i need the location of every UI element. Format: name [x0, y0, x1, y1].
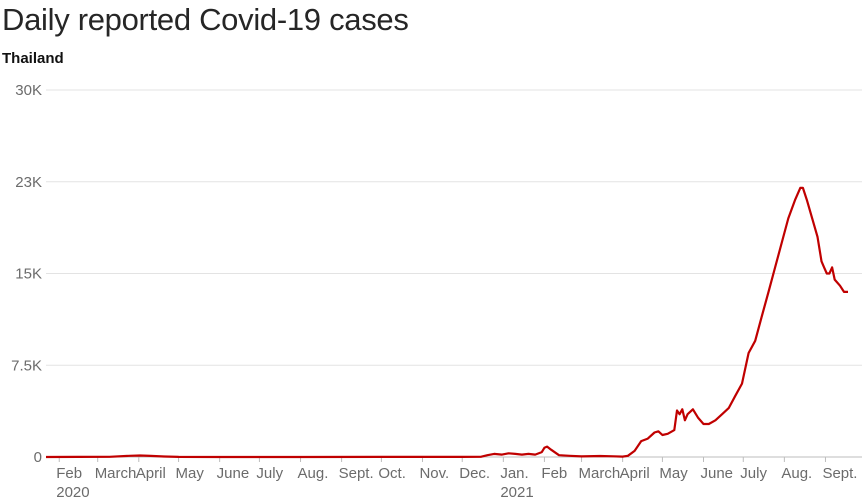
y-tick-label: 0 [34, 449, 42, 466]
x-tick-label: Feb [541, 465, 567, 482]
x-tick-label: Feb [56, 465, 82, 482]
x-tick-label: April [136, 465, 166, 482]
x-tick-label: May [659, 465, 688, 482]
x-tick-label: July [256, 465, 283, 482]
y-tick-label: 23K [15, 174, 42, 191]
gridlines [46, 89, 862, 462]
x-tick-label: Nov. [419, 465, 449, 482]
x-tick-label: March [95, 465, 137, 482]
series-line [45, 186, 848, 459]
y-tick-label: 7.5K [11, 357, 42, 374]
x-tick-label: June [701, 465, 734, 482]
x-tick-label: April [620, 465, 650, 482]
x-tick-label: Oct. [378, 465, 406, 482]
y-tick-label: 30K [15, 82, 42, 99]
x-year-label: 2020 [56, 484, 89, 501]
x-year-label: 2021 [500, 484, 533, 501]
x-tick-label: Jan. [500, 465, 528, 482]
x-tick-label: Aug. [298, 465, 329, 482]
x-tick-label: Sept. [339, 465, 374, 482]
y-tick-label: 15K [15, 266, 42, 283]
x-tick-label: Aug. [781, 465, 812, 482]
x-tick-label: July [740, 465, 767, 482]
chart-title: Daily reported Covid-19 cases [2, 2, 409, 37]
x-tick-label: June [217, 465, 250, 482]
x-tick-label: May [176, 465, 205, 482]
x-tick-label: Dec. [459, 465, 490, 482]
x-tick-label: March [579, 465, 621, 482]
series-layer [45, 186, 848, 459]
x-tick-label: Sept. [822, 465, 857, 482]
y-axis-tick-labels: 0 7.5K 15K 23K 30K [11, 82, 42, 466]
x-axis-tick-labels: Feb March April May June July Aug. Sept. Oct. Nov… [56, 465, 857, 501]
chart-subtitle: Thailand [2, 50, 64, 67]
